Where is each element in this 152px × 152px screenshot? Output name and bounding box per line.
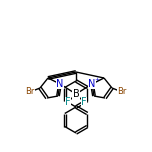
Text: +: + bbox=[94, 77, 99, 82]
Text: Br: Br bbox=[117, 88, 127, 97]
Text: B: B bbox=[73, 89, 79, 99]
Text: F: F bbox=[65, 97, 71, 107]
Text: N: N bbox=[56, 79, 64, 89]
Text: F: F bbox=[81, 97, 87, 107]
Text: N: N bbox=[88, 79, 96, 89]
Text: Br: Br bbox=[25, 88, 35, 97]
